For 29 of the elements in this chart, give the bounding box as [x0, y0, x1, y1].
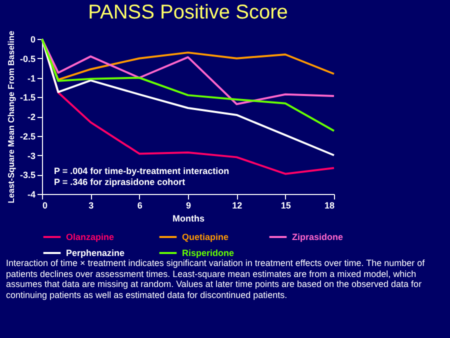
x-tick-label: 6 — [137, 200, 142, 210]
y-tick-label: -4 — [27, 190, 36, 200]
annotation: P = .346 for ziprasidone cohort — [54, 177, 186, 187]
y-tick-label: -2.5 — [20, 131, 36, 142]
line-series — [41, 38, 335, 132]
legend-label: Risperidone — [182, 248, 234, 258]
y-axis-title: Least-Square Mean Change From Baseline — [6, 30, 16, 204]
legend-label: Ziprasidone — [292, 232, 344, 242]
x-tick-label: 3 — [88, 200, 94, 210]
x-tick-label: 15 — [280, 200, 291, 210]
legend-label: Quetiapine — [182, 232, 229, 242]
y-tick-label: -0.5 — [20, 54, 36, 64]
y-tick-label: -1.5 — [20, 92, 36, 103]
y-tick-label: -3.5 — [20, 170, 36, 180]
legend-label: Olanzapine — [66, 232, 114, 242]
x-tick-label: 0 — [42, 200, 48, 210]
y-tick-label: -3 — [27, 150, 36, 161]
x-tick-label: 12 — [232, 200, 242, 210]
text: Interaction of time × treatment indicates significant variation in treatment effects over time. The number of patients declines over assessment times. Least-square mean estimates are from a mixed model, which assumes that data are missing at random. Values at later time points are based on the observed data for continuing patients as well as estimated data for discontinued patients. — [5, 258, 426, 300]
legend-label: Perphenazine — [66, 248, 125, 258]
y-tick-label: -2 — [27, 112, 36, 122]
x-tick-label: 9 — [186, 200, 192, 210]
x-axis-title: Months — [172, 214, 204, 224]
chart-title: PANSS Positive Score — [88, 1, 288, 24]
x-tick-label: 18 — [324, 200, 334, 210]
line-series — [41, 38, 335, 106]
y-tick-label: -1 — [27, 73, 36, 84]
annotation: P = .004 for time-by-treatment interaction — [54, 166, 230, 176]
y-tick-label: 0 — [30, 34, 36, 44]
